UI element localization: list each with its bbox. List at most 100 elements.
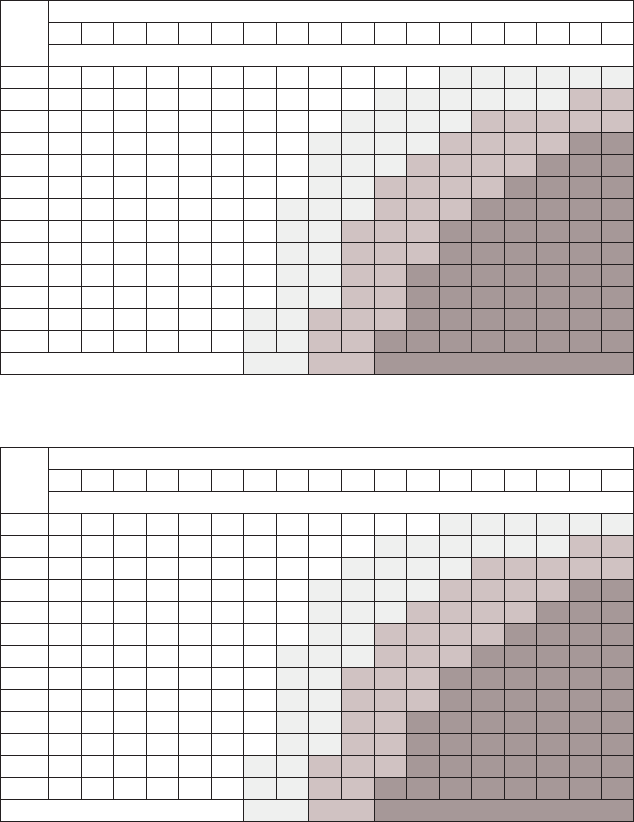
heatmap-cell bbox=[439, 601, 472, 624]
heatmap-cell bbox=[113, 645, 147, 668]
heatmap-cell bbox=[146, 308, 179, 331]
column-header-cell bbox=[439, 22, 472, 45]
heatmap-cell bbox=[48, 242, 82, 265]
heatmap-cell bbox=[146, 176, 179, 199]
heatmap-cell bbox=[406, 132, 440, 155]
heatmap-cell bbox=[439, 777, 472, 800]
heatmap-cell bbox=[308, 242, 342, 265]
heatmap-cell bbox=[178, 330, 212, 353]
heatmap-cell bbox=[243, 733, 277, 756]
column-header-cell bbox=[178, 22, 212, 45]
heatmap-cell bbox=[178, 110, 212, 133]
heatmap-cell bbox=[81, 308, 114, 331]
heatmap-cell bbox=[81, 645, 114, 668]
heatmap-cell bbox=[471, 154, 505, 177]
heatmap-cell bbox=[439, 689, 472, 712]
heatmap-cell bbox=[81, 176, 114, 199]
heatmap-cell bbox=[146, 513, 179, 536]
heatmap-cell bbox=[81, 711, 114, 734]
heatmap-cell bbox=[569, 755, 602, 778]
heatmap-cell bbox=[601, 220, 634, 243]
column-header-cell bbox=[504, 22, 537, 45]
heatmap-cell bbox=[243, 286, 277, 309]
heatmap-cell bbox=[48, 645, 82, 668]
heatmap-cell bbox=[276, 308, 309, 331]
heatmap-cell bbox=[439, 667, 472, 690]
row-header-cell bbox=[0, 66, 49, 89]
heatmap-cell bbox=[374, 755, 407, 778]
heatmap-cell bbox=[81, 755, 114, 778]
heatmap-cell bbox=[504, 132, 537, 155]
heatmap-cell bbox=[146, 689, 179, 712]
heatmap-cell bbox=[341, 242, 375, 265]
heatmap-cell bbox=[308, 645, 342, 668]
heatmap-cell bbox=[211, 579, 244, 602]
heatmap-cell bbox=[406, 286, 440, 309]
heatmap-cell bbox=[48, 88, 82, 111]
heatmap-table-1 bbox=[0, 0, 634, 375]
row-header-cell bbox=[0, 264, 49, 287]
heatmap-cell bbox=[536, 88, 570, 111]
heatmap-cell bbox=[211, 132, 244, 155]
heatmap-cell bbox=[406, 777, 440, 800]
heatmap-cell bbox=[178, 88, 212, 111]
heatmap-cell bbox=[243, 198, 277, 221]
heatmap-cell bbox=[374, 88, 407, 111]
heatmap-cell bbox=[81, 623, 114, 646]
heatmap-cell bbox=[374, 623, 407, 646]
row-header-cell bbox=[0, 667, 49, 690]
heatmap-cell bbox=[308, 601, 342, 624]
heatmap-cell bbox=[569, 330, 602, 353]
heatmap-cell bbox=[406, 557, 440, 580]
heatmap-cell bbox=[374, 198, 407, 221]
legend-band-3 bbox=[374, 352, 634, 375]
heatmap-cell bbox=[374, 513, 407, 536]
heatmap-cell bbox=[276, 623, 309, 646]
heatmap-cell bbox=[439, 176, 472, 199]
heatmap-cell bbox=[146, 242, 179, 265]
heatmap-cell bbox=[146, 198, 179, 221]
heatmap-cell bbox=[48, 777, 82, 800]
heatmap-cell bbox=[276, 689, 309, 712]
heatmap-cell bbox=[536, 535, 570, 558]
heatmap-cell bbox=[243, 264, 277, 287]
heatmap-cell bbox=[406, 308, 440, 331]
heatmap-cell bbox=[536, 513, 570, 536]
heatmap-cell bbox=[243, 154, 277, 177]
heatmap-cell bbox=[569, 711, 602, 734]
heatmap-cell bbox=[569, 579, 602, 602]
heatmap-cell bbox=[536, 330, 570, 353]
heatmap-cell bbox=[439, 623, 472, 646]
heatmap-cell bbox=[308, 535, 342, 558]
heatmap-cell bbox=[406, 242, 440, 265]
heatmap-cell bbox=[81, 132, 114, 155]
heatmap-cell bbox=[536, 154, 570, 177]
heatmap-cell bbox=[146, 667, 179, 690]
heatmap-cell bbox=[48, 535, 82, 558]
heatmap-cell bbox=[276, 667, 309, 690]
row-header-cell bbox=[0, 132, 49, 155]
row-header-cell bbox=[0, 645, 49, 668]
heatmap-cell bbox=[504, 330, 537, 353]
heatmap-cell bbox=[439, 220, 472, 243]
heatmap-cell bbox=[504, 557, 537, 580]
heatmap-cell bbox=[536, 264, 570, 287]
heatmap-cell bbox=[341, 623, 375, 646]
heatmap-cell bbox=[374, 66, 407, 89]
heatmap-cell bbox=[374, 132, 407, 155]
heatmap-cell bbox=[504, 755, 537, 778]
heatmap-cell bbox=[601, 286, 634, 309]
heatmap-cell bbox=[439, 535, 472, 558]
heatmap-cell bbox=[308, 264, 342, 287]
heatmap-cell bbox=[308, 110, 342, 133]
heatmap-cell bbox=[146, 645, 179, 668]
heatmap-cell bbox=[439, 66, 472, 89]
heatmap-cell bbox=[536, 623, 570, 646]
heatmap-cell bbox=[178, 535, 212, 558]
heatmap-cell bbox=[211, 733, 244, 756]
heatmap-cell bbox=[341, 513, 375, 536]
column-header-cell bbox=[471, 22, 505, 45]
heatmap-cell bbox=[536, 601, 570, 624]
heatmap-cell bbox=[536, 755, 570, 778]
heatmap-cell bbox=[504, 733, 537, 756]
